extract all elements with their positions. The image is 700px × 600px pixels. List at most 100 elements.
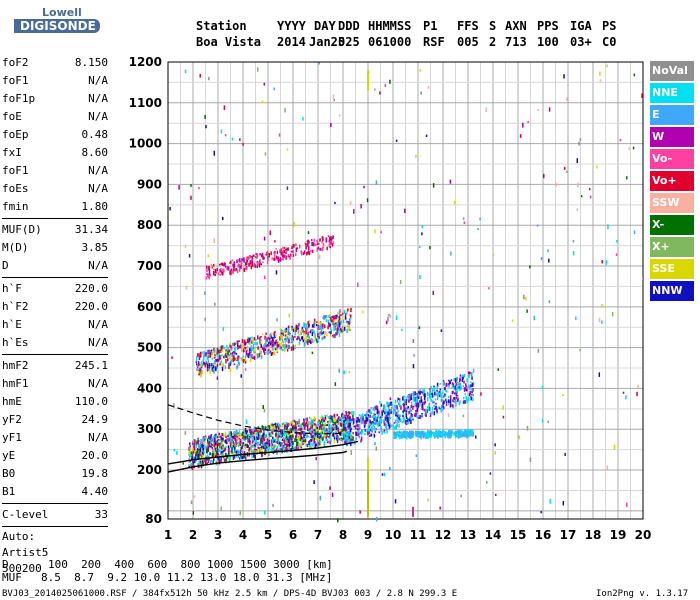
echo-point — [213, 362, 215, 366]
echo-point — [230, 431, 232, 435]
x-tick-label: 12 — [435, 528, 452, 542]
echo-point — [192, 441, 194, 446]
echo-point — [276, 257, 279, 261]
echo-point — [388, 402, 390, 405]
echo-point — [374, 428, 377, 432]
noise-point — [489, 472, 492, 475]
echo-point — [435, 429, 438, 432]
echo-point — [207, 447, 210, 450]
echo-point — [276, 423, 279, 428]
echo-point — [280, 346, 283, 349]
echo-point — [241, 450, 244, 455]
noise-point — [562, 501, 565, 506]
echo-point — [193, 442, 196, 445]
echo-point — [298, 337, 301, 340]
echo-point — [296, 440, 299, 445]
echo-point — [291, 440, 293, 445]
echo-point — [429, 391, 432, 395]
echo-point — [250, 355, 252, 359]
echo-point — [298, 428, 300, 431]
noise-point — [622, 391, 625, 394]
param-value: N/A — [88, 164, 108, 177]
noise-point — [415, 454, 418, 457]
noise-point — [440, 329, 443, 332]
echo-point — [297, 439, 299, 443]
echo-point — [225, 433, 227, 438]
echo-point — [466, 378, 468, 383]
echo-point — [227, 457, 229, 459]
echo-point — [338, 332, 341, 337]
noise-point — [182, 462, 185, 465]
echo-point — [213, 444, 215, 448]
echo-point — [331, 243, 334, 247]
echo-point — [472, 393, 474, 397]
echo-point — [454, 385, 457, 390]
echo-point — [281, 344, 284, 349]
noise-point — [615, 253, 618, 256]
echo-point — [452, 399, 454, 403]
echo-point — [418, 430, 420, 435]
echo-point — [390, 402, 392, 407]
echo-point — [211, 368, 213, 372]
echo-point — [218, 349, 220, 354]
echo-point — [207, 458, 210, 464]
echo-point — [248, 438, 251, 443]
echo-point — [308, 440, 310, 446]
echo-point — [411, 413, 413, 418]
echo-point — [385, 409, 387, 413]
echo-point — [305, 340, 307, 343]
noise-point — [263, 275, 266, 280]
echo-point — [239, 457, 241, 460]
echo-point — [339, 429, 342, 432]
echo-point — [211, 366, 214, 370]
echo-point — [242, 442, 245, 444]
echo-point — [273, 351, 276, 356]
echo-point — [298, 333, 300, 337]
noise-point — [588, 188, 591, 191]
param-name: foF1 — [2, 74, 29, 87]
echo-point — [204, 362, 207, 368]
echo-point — [371, 426, 373, 430]
echo-point — [333, 415, 335, 419]
echo-point — [442, 429, 444, 435]
echo-point — [246, 338, 249, 344]
echo-point — [215, 433, 217, 437]
echo-point — [396, 404, 398, 410]
echo-point — [194, 456, 196, 461]
echo-point — [386, 415, 388, 420]
echo-point — [227, 266, 229, 271]
echo-point — [310, 444, 313, 448]
echo-point — [327, 315, 330, 318]
noise-point — [354, 441, 356, 445]
echo-point — [318, 435, 321, 439]
echo-point — [219, 435, 222, 438]
echo-point — [316, 321, 318, 324]
echo-point — [418, 396, 420, 399]
echo-point — [343, 417, 346, 421]
echo-point — [216, 441, 218, 444]
echo-point — [328, 423, 330, 429]
echo-point — [228, 354, 230, 357]
echo-point — [348, 435, 351, 440]
echo-point — [445, 400, 448, 403]
echo-point — [407, 406, 409, 409]
x-tick-label: 13 — [460, 528, 477, 542]
echo-point — [310, 423, 313, 427]
echo-point — [314, 336, 317, 341]
echo-point — [282, 253, 284, 258]
echo-point — [244, 439, 246, 442]
y-tick-label: 80 — [145, 512, 162, 526]
echo-point — [258, 263, 261, 268]
echo-point — [279, 336, 281, 341]
x-tick-label: 20 — [635, 528, 652, 542]
echo-point — [309, 331, 312, 334]
echo-point — [323, 316, 325, 319]
echo-point — [336, 421, 338, 425]
echo-point — [413, 399, 416, 403]
echo-point — [380, 403, 383, 407]
echo-point — [456, 376, 458, 381]
echo-point — [203, 438, 205, 443]
echo-point — [432, 400, 434, 404]
echo-point — [196, 363, 198, 365]
echo-point — [358, 436, 361, 439]
